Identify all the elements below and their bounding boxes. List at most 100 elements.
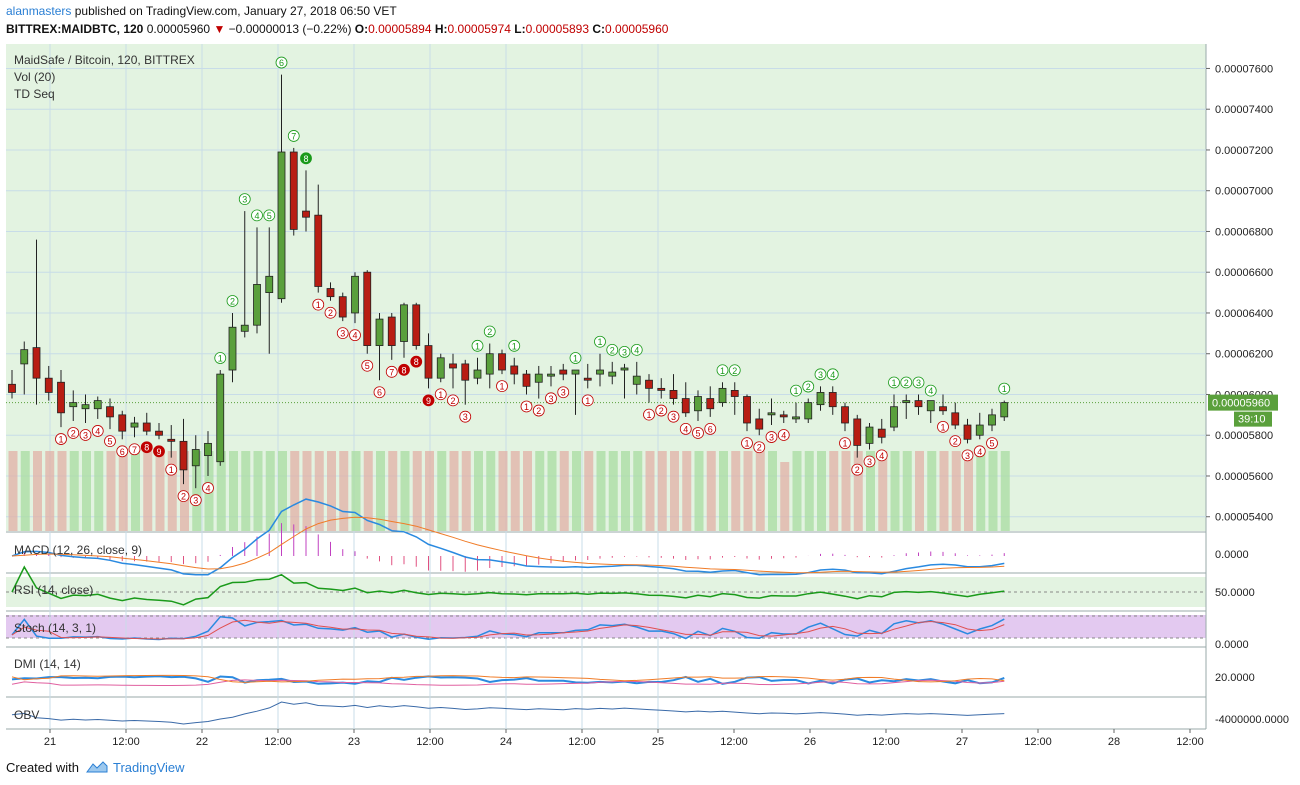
td-count-down [655, 404, 668, 417]
td-count-up-label: 3 [818, 370, 823, 380]
tdseq-legend: TD Seq [14, 87, 55, 101]
volume-bar [731, 451, 741, 531]
td-count-down [91, 425, 104, 437]
macd-axis-value: 0.0000 [1215, 549, 1249, 561]
price-tick-label: 0.00007400 [1215, 104, 1273, 116]
macd-signal-line [11, 516, 1005, 574]
td-count-down-label: 4 [977, 447, 982, 457]
volume-bar [657, 451, 667, 531]
bullish-candle [620, 367, 629, 371]
price-tick-label: 0.00005600 [1215, 471, 1273, 483]
td-count-up [275, 56, 288, 69]
volume-bar [400, 451, 410, 531]
td-count-up [790, 384, 802, 397]
countdown-label: 39:10 [1238, 414, 1266, 426]
volume-bar [314, 451, 324, 531]
td-count-up-label: 1 [597, 337, 602, 347]
price-tick-label: 0.00006400 [1215, 308, 1273, 320]
bullish-candle [253, 284, 261, 326]
author-link[interactable]: alanmasters [6, 4, 72, 18]
td-count-up [888, 376, 900, 389]
td-count-down-label: 1 [169, 465, 174, 475]
volume-bar [755, 451, 765, 531]
volume-bar [486, 451, 496, 531]
td-count-down-label: 2 [953, 437, 958, 447]
td-count-down [643, 408, 655, 421]
td-count-down [581, 394, 594, 407]
td-count-down-label: 3 [463, 412, 468, 422]
td-count-down [165, 463, 178, 476]
td-count-down-label: 6 [120, 447, 125, 457]
td-count-down [202, 482, 214, 494]
td-count-up [728, 364, 741, 377]
bearish-candle [914, 400, 923, 408]
td-count-down-label: 3 [769, 433, 774, 443]
td-count-down [349, 329, 361, 342]
candlestick-series [8, 74, 1009, 489]
td-count-down-label: 4 [352, 331, 357, 341]
bearish-candle [755, 418, 764, 430]
price-change: −0.00000013 (−0.22%) [228, 22, 352, 36]
td-count-down [189, 494, 202, 507]
bullish-candle [804, 402, 813, 420]
volume-bar [670, 451, 679, 531]
td-count-up-label: 2 [732, 366, 737, 376]
td-count-up-label: 1 [891, 378, 896, 388]
td-count-up-label: 1 [1002, 384, 1007, 394]
td-count-up [238, 193, 251, 205]
bearish-candle [743, 396, 751, 424]
time-tick-label: 23 [348, 736, 360, 748]
td-count-up-label: 3 [622, 347, 627, 357]
td-count-down-label: 2 [659, 406, 664, 416]
td-count-up-label: 2 [487, 327, 492, 337]
bearish-candle [118, 414, 127, 432]
td-count-down-label: 3 [340, 329, 345, 339]
td-count-down-label: 1 [744, 439, 749, 449]
countdown-badge [1234, 411, 1272, 427]
last-price-badge [1208, 394, 1278, 411]
bullish-candle [216, 373, 225, 463]
td-count-down [104, 435, 116, 448]
stoch-band [6, 615, 1206, 638]
bullish-candle [571, 369, 580, 375]
td-count-down-label: 6 [708, 424, 713, 434]
volume-bar [608, 451, 618, 531]
price-axis: 0.00007600 0.00007400 0.00007200 0.00007000… [1206, 63, 1278, 524]
bullish-candle [926, 400, 935, 412]
bullish-candle [485, 353, 494, 375]
volume-bar [425, 451, 434, 531]
publish-info: alanmasters published on TradingView.com… [6, 4, 397, 18]
volume-bar [278, 451, 287, 531]
tradingview-link[interactable]: TradingView [112, 760, 185, 775]
volume-bar [976, 451, 986, 531]
volume-bar [82, 451, 91, 531]
bullish-candle [277, 151, 286, 300]
td-count-down [986, 437, 998, 450]
volume-bar [437, 451, 447, 531]
td-count-up [630, 343, 643, 356]
td-count-down [839, 437, 851, 450]
symbol-label: BITTREX:MAIDBTC, 120 [6, 22, 144, 36]
bullish-candle [20, 349, 29, 365]
volume-bar [829, 451, 839, 531]
td-count-down-label: 1 [646, 410, 651, 420]
td-count-up-label: 7 [291, 131, 296, 141]
td-count-down [704, 422, 717, 435]
td-count-up-label: 2 [610, 345, 615, 355]
bearish-candle [779, 414, 788, 418]
td-count-up [226, 295, 239, 307]
bearish-candle [828, 392, 837, 408]
bullish-candle [767, 412, 776, 416]
volume-bar [253, 451, 263, 531]
bearish-candle [877, 428, 886, 438]
td-count-down-label: 3 [548, 394, 553, 404]
volume-bar [572, 451, 581, 531]
last-price-badge-label: 0.00005960 [1212, 398, 1270, 410]
bullish-candle [547, 373, 555, 377]
close-value: 0.00005960 [605, 22, 669, 36]
td-count-down [692, 427, 704, 439]
bullish-candle [436, 357, 445, 379]
